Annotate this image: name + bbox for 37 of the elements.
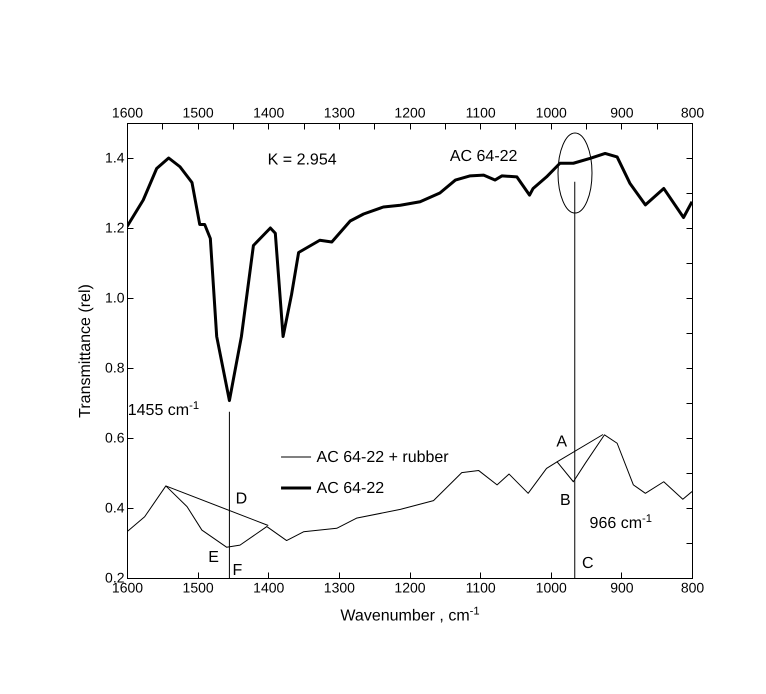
x-tick-label: 1000 — [536, 580, 568, 596]
x-tick-label: 900 — [610, 580, 634, 596]
y-tick-label: 1.0 — [105, 290, 125, 306]
x2-tick-label: 1600 — [112, 104, 144, 120]
x-tick-label: 1500 — [182, 580, 214, 596]
x-tick-label: 800 — [680, 580, 704, 596]
x-tick-label: 1200 — [394, 580, 426, 596]
x2-tick-label: 800 — [680, 104, 704, 120]
annotation: A — [556, 433, 568, 450]
x2-tick-label: 1200 — [394, 104, 426, 120]
annotation: F — [232, 562, 243, 579]
annotation: D — [236, 490, 248, 508]
x-tick-label: 1300 — [324, 580, 356, 596]
y-tick-label: 0.6 — [105, 430, 125, 446]
x2-tick-label: 1000 — [536, 104, 568, 120]
legend-label: AC 64-22 + rubber — [316, 449, 450, 466]
annotation: 966 cm$^{-1}$ — [590, 513, 652, 532]
y-tick-label: 1.4 — [105, 150, 125, 166]
x-tick-label: 1400 — [253, 580, 285, 596]
x2-tick-label: 1400 — [253, 104, 285, 120]
x2-tick-label: 1100 — [466, 104, 496, 120]
x2-tick-label: 1500 — [182, 104, 214, 120]
annotation: B — [560, 492, 571, 509]
annotation: 1455 cm$^{-1}$ — [128, 400, 200, 419]
y-tick-label: 0.8 — [105, 360, 125, 376]
x-tick-label: 1100 — [466, 580, 496, 596]
annotation: AC 64-22 — [450, 148, 518, 166]
x2-tick-label: 1300 — [324, 104, 356, 120]
y-tick-label: 1.2 — [105, 220, 125, 236]
x-axis-title: Wavenumber , cm$^{-1}$ — [340, 606, 480, 624]
annotation: K = 2.954 — [268, 151, 337, 168]
annotation: E — [208, 549, 219, 566]
annotation: C — [582, 555, 594, 572]
y-axis-title: Transmittance (rel) — [77, 284, 94, 418]
x2-tick-label: 900 — [610, 104, 634, 120]
legend-label: AC 64-22 — [316, 480, 384, 497]
y-tick-label: 0.4 — [105, 500, 125, 516]
